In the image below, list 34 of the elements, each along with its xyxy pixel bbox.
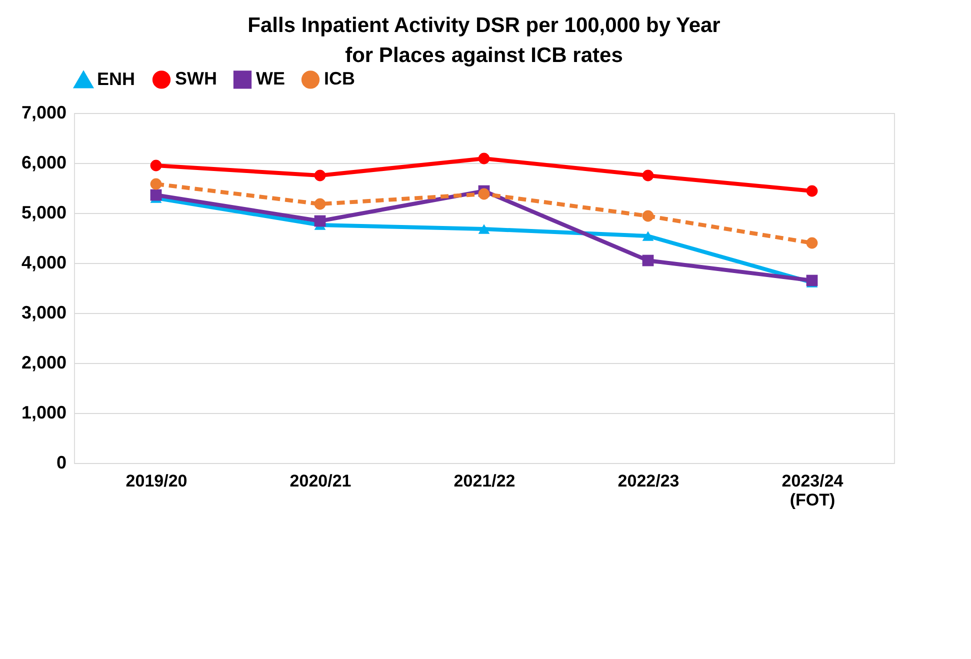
point	[806, 237, 818, 249]
x-tick-label: 2021/22	[454, 472, 516, 490]
point	[314, 215, 326, 227]
legend-label: SWH	[175, 68, 217, 89]
point	[314, 198, 326, 210]
point	[806, 185, 818, 197]
point	[642, 170, 654, 182]
y-tick-label: 5,000	[21, 202, 66, 222]
x-tick-label: 2022/23	[618, 472, 680, 490]
point	[478, 224, 490, 234]
x-tick-label: 2023/24 (FOT)	[782, 472, 844, 510]
y-tick-label: 0	[56, 452, 66, 472]
y-tick-label: 7,000	[21, 102, 66, 122]
point	[478, 188, 490, 200]
point	[642, 210, 654, 222]
y-tick-label: 6,000	[21, 152, 66, 172]
legend-label: ENH	[97, 69, 136, 90]
y-tick-label: 4,000	[21, 252, 66, 272]
x-tick-label: 2020/21	[290, 472, 352, 490]
point	[150, 189, 162, 201]
point	[314, 170, 326, 182]
legend-label: WE	[256, 68, 285, 89]
y-tick-label: 2,000	[21, 352, 66, 372]
x-tick-label: 2019/20	[126, 472, 188, 490]
point	[150, 160, 162, 172]
point	[806, 274, 818, 286]
y-tick-label: 3,000	[21, 302, 66, 322]
point	[150, 178, 162, 190]
chart-title: Falls Inpatient Activity DSR per 100,000 by Year for Places against ICB rates	[248, 14, 720, 67]
legend-label: ICB	[324, 68, 355, 89]
y-tick-label: 1,000	[21, 402, 66, 422]
point	[642, 231, 654, 241]
point	[642, 254, 654, 266]
point	[478, 152, 490, 164]
